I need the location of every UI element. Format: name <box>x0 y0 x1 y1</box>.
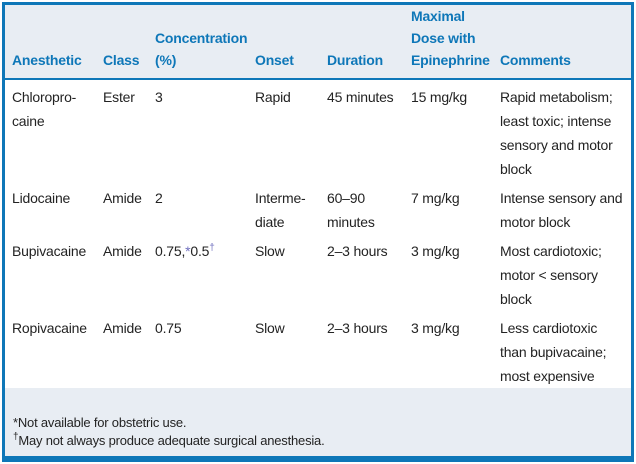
cell-onset: Slow <box>255 243 285 259</box>
cell-max-dose: 3 mg/kg <box>411 320 460 336</box>
cell-duration: 45 minutes <box>327 89 394 105</box>
cell-class: Ester <box>103 89 135 105</box>
dagger-footnote-marker: † <box>13 431 19 443</box>
cell-onset: Interme- diate <box>255 190 306 230</box>
column-header-duration: Duration <box>327 49 411 71</box>
cell-class: Amide <box>103 243 142 259</box>
column-header-label: Onset <box>255 52 294 68</box>
column-header-onset: Onset <box>255 49 327 71</box>
column-header-label: Duration <box>327 52 383 68</box>
cell-onset: Rapid <box>255 89 291 105</box>
cell-max-dose: 7 mg/kg <box>411 190 460 206</box>
column-header-concentration: Concentration (%) <box>155 27 255 71</box>
cell-comments: Less cardiotoxic than bupivacaine; most … <box>500 320 607 384</box>
table-footnotes: *Not available for obstetric use. †May n… <box>5 388 631 456</box>
column-header-label: Epinephrine <box>411 52 490 68</box>
asterisk-footnote-marker: * <box>13 415 18 430</box>
column-header-maximal-dose: Maximal Dose with Epinephrine <box>411 5 500 71</box>
concentration-value: 0.75, <box>155 243 186 259</box>
cell-comments: Intense sensory and motor block <box>500 190 623 230</box>
cell-class: Amide <box>103 190 142 206</box>
column-header-label: Maximal <box>411 8 465 24</box>
column-header-label: Comments <box>500 52 571 68</box>
cell-concentration: 0.75,*0.5† <box>155 239 255 311</box>
column-header-class: Class <box>103 49 155 71</box>
column-header-comments: Comments <box>500 49 627 71</box>
cell-comments: Rapid metabolism; least toxic; intense s… <box>500 89 613 177</box>
cell-concentration: 2 <box>155 190 163 206</box>
cell-comments: Most cardiotoxic; motor < sensory block <box>500 243 602 307</box>
table-row-lidocaine: Lidocaine Amide 2 Interme- diate 60–90 m… <box>5 181 631 234</box>
table-row-ropivacaine: Ropivacaine Amide 0.75 Slow 2–3 hours 3 … <box>5 311 631 388</box>
footnote-asterisk: *Not available for obstetric use. <box>13 414 621 432</box>
cell-concentration: 3 <box>155 89 163 105</box>
cell-anesthetic: Lidocaine <box>12 190 71 206</box>
table-row-bupivacaine: Bupivacaine Amide 0.75,*0.5† Slow 2–3 ho… <box>5 234 631 311</box>
dagger-footnote-marker: † <box>209 242 215 254</box>
column-header-label: Anesthetic <box>12 52 82 68</box>
table-header-row: Anesthetic Class Concentration (%) Onset… <box>5 5 631 80</box>
cell-duration: 60–90 minutes <box>327 190 375 230</box>
cell-class: Amide <box>103 320 142 336</box>
concentration-value: 0.5 <box>190 243 210 259</box>
footnote-text: May not always produce adequate surgical… <box>18 433 325 448</box>
table-body: Chloropro- caine Ester 3 Rapid 45 minute… <box>5 80 631 388</box>
column-header-anesthetic: Anesthetic <box>12 49 103 71</box>
column-header-label: Class <box>103 52 140 68</box>
asterisk-footnote-marker: * <box>185 243 191 259</box>
cell-onset: Slow <box>255 320 285 336</box>
cell-anesthetic: Ropivacaine <box>12 320 87 336</box>
cell-duration: 2–3 hours <box>327 320 388 336</box>
footnote-text: Not available for obstetric use. <box>17 415 187 430</box>
footnote-dagger: †May not always produce adequate surgica… <box>13 432 621 450</box>
cell-anesthetic: Bupivacaine <box>12 243 87 259</box>
cell-max-dose: 3 mg/kg <box>411 243 460 259</box>
column-header-label: (%) <box>155 52 177 68</box>
table-row-chloroprocaine: Chloropro- caine Ester 3 Rapid 45 minute… <box>5 80 631 181</box>
column-header-label: Dose with <box>411 30 476 46</box>
column-header-label: Concentration <box>155 30 248 46</box>
cell-anesthetic: Chloropro- caine <box>12 89 77 129</box>
cell-max-dose: 15 mg/kg <box>411 89 467 105</box>
cell-duration: 2–3 hours <box>327 243 388 259</box>
cell-concentration: 0.75 <box>155 320 182 336</box>
